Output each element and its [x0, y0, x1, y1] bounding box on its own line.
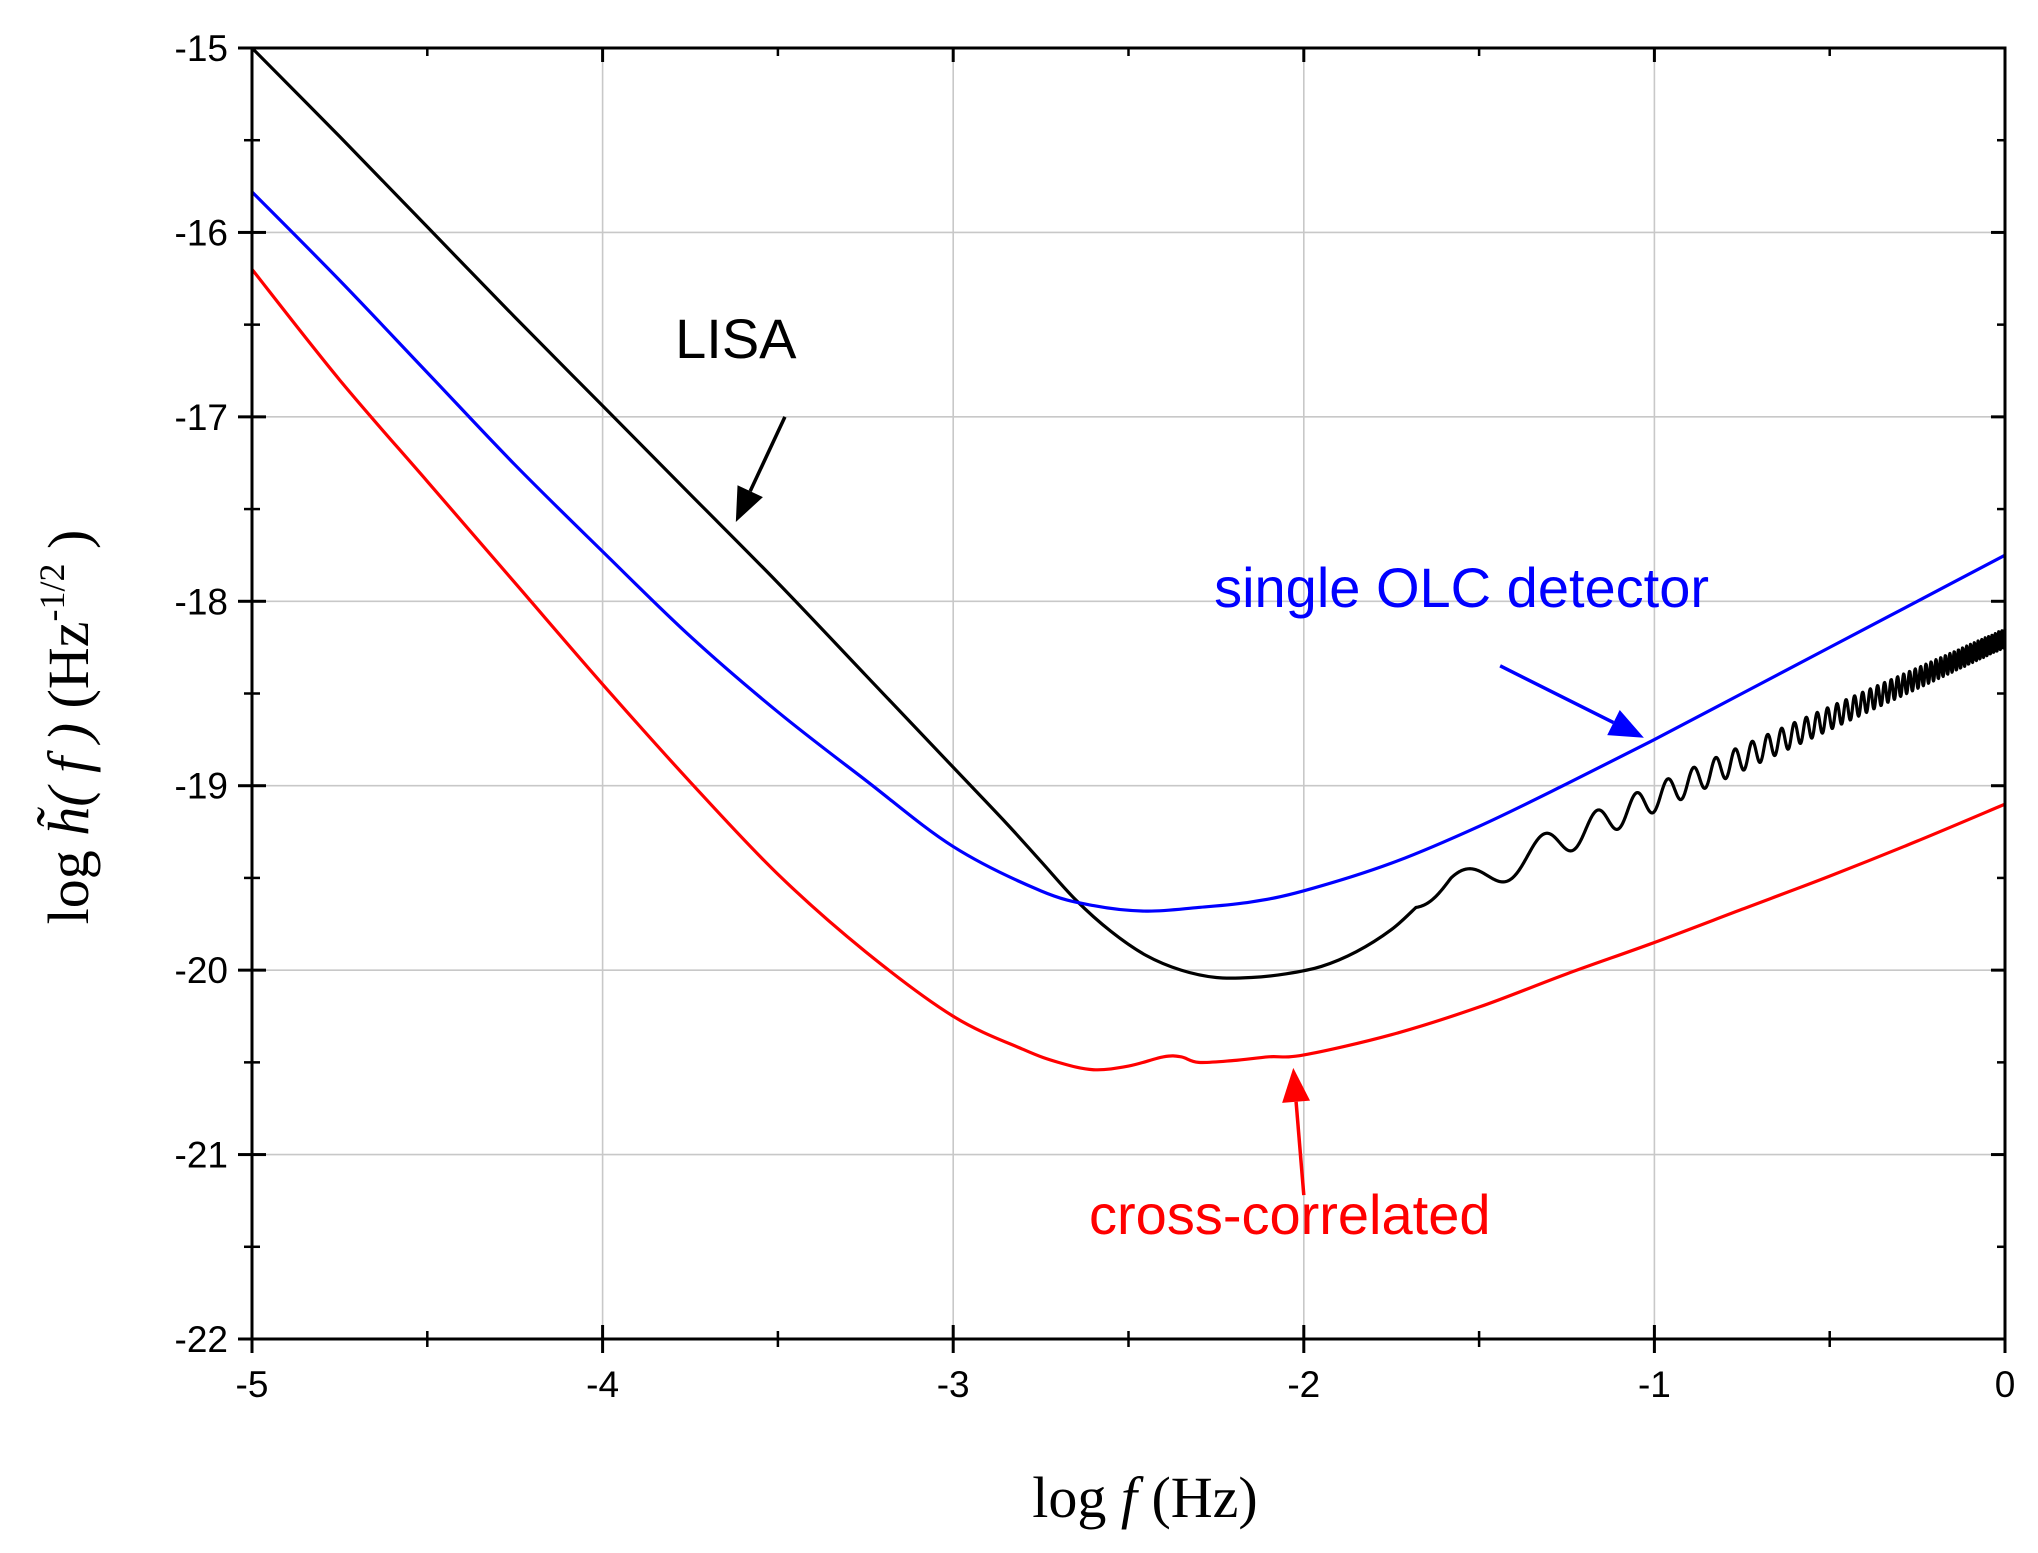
- annotation-cross-correlated-label: cross-correlated: [1089, 1183, 1490, 1246]
- annotations: LISA single OLC detector cross-correlated: [675, 307, 1709, 1246]
- annotation-lisa-label: LISA: [675, 307, 797, 370]
- annotation-cross-correlated-arrow-shaft: [1294, 1101, 1306, 1196]
- y-tick-label: -21: [175, 1135, 228, 1176]
- x-axis-title: log f (Hz): [1032, 1465, 1258, 1530]
- y-tick-label: -16: [175, 212, 228, 253]
- y-tick-label: -22: [175, 1319, 228, 1360]
- y-axis-title: log h̃( f ) (Hz-1/2 ): [32, 530, 101, 925]
- annotation-single-olc-detector-arrow-shaft: [1499, 664, 1615, 725]
- series-lines: [250, 46, 2007, 1072]
- x-tick-label: -5: [236, 1364, 269, 1405]
- grid: [252, 48, 2005, 1339]
- y-tick-label: -18: [175, 581, 228, 622]
- y-tick-label: -20: [175, 950, 228, 991]
- annotation-cross-correlated-arrow-head: [1282, 1067, 1311, 1103]
- series-lisa-line: [250, 46, 2007, 980]
- x-tick-label: -3: [937, 1364, 970, 1405]
- annotation-single-olc-detector-label: single OLC detector: [1214, 556, 1709, 619]
- x-tick-label: -2: [1287, 1364, 1320, 1405]
- y-tick-label: -17: [175, 397, 228, 438]
- annotation-lisa-arrow-shaft: [748, 416, 787, 492]
- y-tick-label: -15: [175, 28, 228, 69]
- series-single-olc-detector-line: [250, 190, 2006, 913]
- annotation-lisa-arrow-head: [735, 485, 763, 522]
- axis-ticks: -5 -4 -3 -2 -1 0 -22 -21 -20 -19 -18 -17 -16 -15: [175, 28, 2016, 1405]
- x-tick-label: 0: [1995, 1364, 2016, 1405]
- y-tick-label: -19: [175, 766, 228, 807]
- x-tick-label: -4: [586, 1364, 619, 1405]
- annotation-single-olc-detector-arrow-head: [1607, 710, 1644, 738]
- series-cross-correlated-line: [250, 268, 2006, 1072]
- x-tick-label: -1: [1638, 1364, 1671, 1405]
